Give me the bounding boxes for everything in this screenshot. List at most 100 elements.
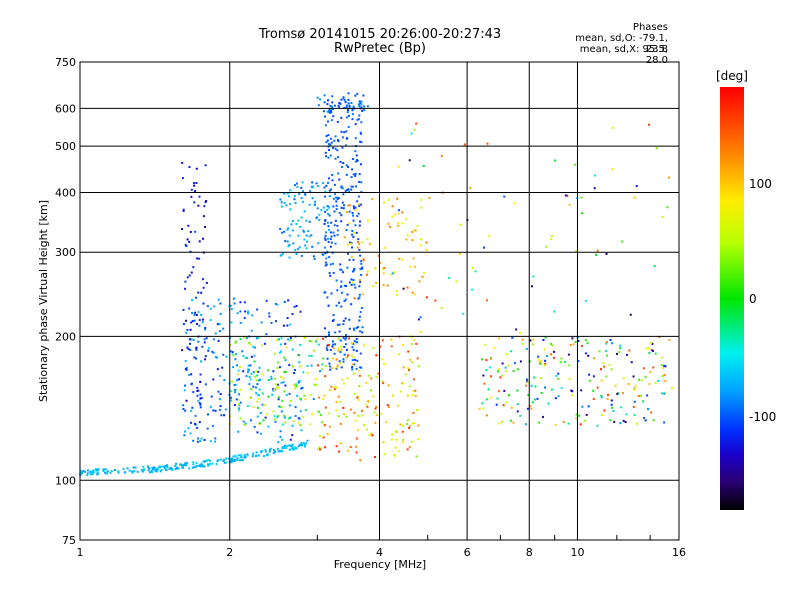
data-point bbox=[256, 400, 259, 403]
data-point bbox=[255, 392, 258, 395]
data-point bbox=[238, 366, 241, 369]
data-point bbox=[264, 450, 267, 453]
data-point bbox=[598, 350, 601, 353]
data-point bbox=[216, 460, 219, 463]
data-point bbox=[478, 407, 481, 410]
data-point bbox=[387, 384, 390, 387]
data-point bbox=[299, 343, 302, 346]
data-point bbox=[415, 455, 418, 458]
data-point bbox=[283, 202, 286, 205]
data-point bbox=[280, 381, 283, 384]
data-point bbox=[363, 424, 366, 427]
data-point bbox=[223, 458, 226, 461]
data-point bbox=[408, 426, 411, 429]
y-tick-label: 600 bbox=[55, 102, 76, 115]
data-point bbox=[190, 271, 193, 274]
data-point bbox=[270, 378, 273, 381]
data-point bbox=[383, 266, 386, 269]
data-point bbox=[336, 289, 339, 292]
data-point bbox=[593, 187, 596, 190]
data-point bbox=[298, 380, 301, 383]
data-point bbox=[362, 258, 365, 261]
data-point bbox=[231, 457, 234, 460]
data-point bbox=[359, 366, 362, 369]
data-point bbox=[663, 374, 666, 377]
data-point bbox=[332, 197, 335, 200]
data-point bbox=[351, 246, 354, 249]
data-point bbox=[324, 446, 327, 449]
data-point bbox=[190, 195, 193, 198]
data-point bbox=[287, 299, 290, 302]
data-point bbox=[417, 365, 420, 368]
data-point bbox=[128, 469, 131, 472]
data-point bbox=[306, 365, 309, 368]
data-point bbox=[257, 370, 260, 373]
data-point bbox=[292, 420, 295, 423]
data-point bbox=[302, 200, 305, 203]
data-point bbox=[500, 374, 503, 377]
data-point bbox=[197, 204, 200, 207]
data-point bbox=[344, 343, 347, 346]
data-point bbox=[602, 361, 605, 364]
data-point bbox=[292, 242, 295, 245]
data-point bbox=[361, 266, 364, 269]
data-point bbox=[356, 359, 359, 362]
data-point bbox=[234, 342, 237, 345]
data-point bbox=[370, 377, 373, 380]
data-point bbox=[256, 431, 259, 434]
data-point bbox=[329, 110, 332, 113]
data-point bbox=[329, 349, 332, 352]
data-point bbox=[255, 454, 258, 457]
data-point bbox=[357, 118, 360, 121]
data-point bbox=[356, 429, 359, 432]
data-point bbox=[291, 348, 294, 351]
data-point bbox=[360, 106, 363, 109]
data-point bbox=[328, 425, 331, 428]
data-point bbox=[315, 384, 318, 387]
data-point bbox=[177, 467, 180, 470]
data-point bbox=[189, 348, 192, 351]
data-point bbox=[338, 323, 341, 326]
data-point bbox=[189, 230, 192, 233]
data-point bbox=[544, 362, 547, 365]
data-point bbox=[229, 458, 232, 461]
data-point bbox=[574, 163, 577, 166]
data-point bbox=[316, 216, 319, 219]
data-point bbox=[570, 394, 573, 397]
data-point bbox=[322, 337, 325, 340]
data-point bbox=[282, 324, 285, 327]
data-point bbox=[285, 394, 288, 397]
data-point bbox=[568, 203, 571, 206]
data-point bbox=[301, 190, 304, 193]
data-point bbox=[346, 223, 349, 226]
data-point bbox=[272, 452, 275, 455]
data-point bbox=[360, 132, 363, 135]
data-point bbox=[360, 273, 363, 276]
data-point bbox=[318, 396, 321, 399]
data-point bbox=[372, 395, 375, 398]
data-point bbox=[331, 357, 334, 360]
data-point bbox=[434, 299, 437, 302]
data-point bbox=[319, 370, 322, 373]
data-point bbox=[298, 246, 301, 249]
data-point bbox=[316, 337, 319, 340]
data-point bbox=[259, 411, 262, 414]
data-point bbox=[661, 216, 664, 219]
data-point bbox=[412, 411, 415, 414]
data-point bbox=[289, 438, 292, 441]
data-point bbox=[319, 448, 322, 451]
data-point bbox=[637, 394, 640, 397]
data-point bbox=[351, 229, 354, 232]
data-point bbox=[184, 409, 187, 412]
data-point bbox=[600, 379, 603, 382]
data-point bbox=[200, 360, 203, 363]
data-point bbox=[324, 238, 327, 241]
data-point bbox=[362, 259, 365, 262]
data-point bbox=[319, 98, 322, 101]
data-point bbox=[200, 291, 203, 294]
data-point bbox=[579, 423, 582, 426]
data-point bbox=[567, 422, 570, 425]
data-point bbox=[295, 385, 298, 388]
data-point bbox=[371, 434, 374, 437]
data-point bbox=[353, 283, 356, 286]
